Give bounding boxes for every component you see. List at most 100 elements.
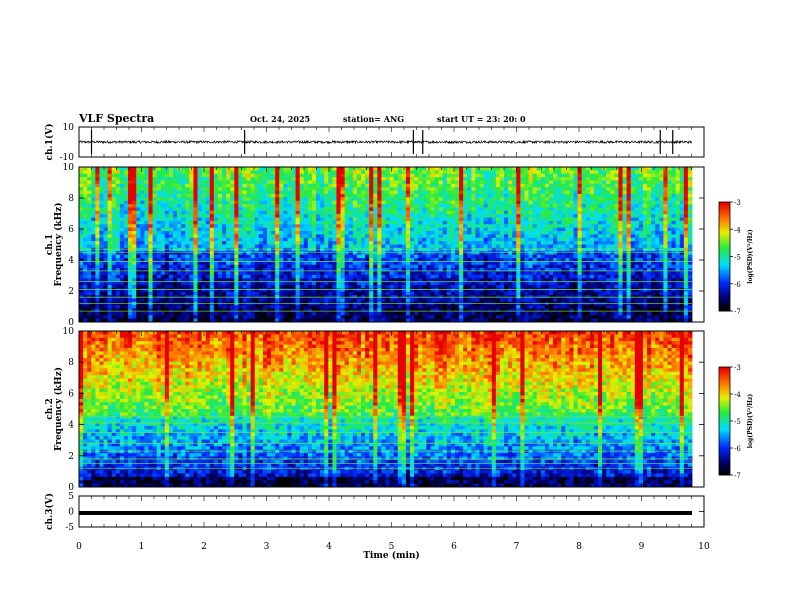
ch1-spectrogram-cell <box>258 271 264 276</box>
ch1-spectrogram-cell <box>185 254 190 259</box>
ch1-spectrogram-cell <box>222 241 227 245</box>
ch1-spectrogram-cell <box>397 183 403 188</box>
ch1-spectrogram-cell <box>593 237 599 242</box>
ch1-spectrogram-cell <box>172 173 178 178</box>
ch1-spectrogram-cell <box>160 271 166 276</box>
ch1-spectrogram-cell <box>598 237 603 242</box>
ch1-spectrogram-cell <box>381 193 386 198</box>
ch1-spectrogram-cell <box>479 234 484 239</box>
ch1-spectrogram-cell <box>401 193 407 198</box>
ch1-spectrogram-cell <box>524 187 529 191</box>
ch1-spectrogram-cell <box>626 187 632 191</box>
ch1-spectrogram-cell <box>434 231 440 235</box>
ch1-spectrogram-cell <box>222 264 227 269</box>
ch1-spectrogram-cell <box>79 190 84 195</box>
ch1-spectrogram-cell <box>610 170 615 175</box>
ch1-spectrogram-cell <box>520 173 525 178</box>
ch1-spectrogram-cell <box>177 210 182 215</box>
ch1-spectrogram-cell <box>201 214 207 218</box>
ch1-spectrogram-cell <box>348 173 354 178</box>
ch1-spectrogram-cell <box>303 187 309 191</box>
ch1-spectrogram-cell <box>234 264 239 269</box>
ch1-spectrogram-cell <box>246 180 252 185</box>
ch1-spectrogram-cell <box>389 227 395 232</box>
ch1-spectrogram-cell <box>189 180 194 185</box>
ch1-spectrogram-cell <box>438 204 444 208</box>
ch1-spectrogram-cell <box>242 167 247 171</box>
ch1-spectrogram-cell <box>634 173 640 178</box>
ch1-spectrogram-cell <box>279 257 284 262</box>
ch1-spectrogram-cell <box>397 264 403 269</box>
ch1-spectrogram-cell <box>250 257 256 262</box>
ch1-spectrogram-cell <box>614 234 619 239</box>
ch1-spectrogram-cell <box>479 271 484 276</box>
ch1-spectrogram-cell <box>573 180 578 185</box>
ch1-spectrogram-cell <box>524 220 529 225</box>
ch1-spectrogram-cell <box>83 251 88 256</box>
ch1-spectrogram-cell <box>655 224 660 229</box>
ch1-spectrogram-cell <box>168 187 174 191</box>
ch1-spectrogram-cell <box>504 271 509 276</box>
ch1-spectrogram-cell <box>581 214 587 218</box>
ch1-spectrogram-cell <box>430 257 435 262</box>
ch1-spectrogram-cell <box>246 167 252 171</box>
ch1-spectrogram-cell <box>222 200 227 205</box>
ch1-spectrogram-cell <box>385 264 390 269</box>
ch1-spectrogram-cell <box>332 217 337 222</box>
ch1-spectrogram-cell <box>683 173 689 178</box>
ch1-spectrogram-cell <box>638 204 644 208</box>
ch1-spectrogram-cell <box>246 268 252 272</box>
ch1-spectrogram-cell <box>663 261 668 266</box>
ch1-spectrogram-cell <box>83 237 88 242</box>
ch1-spectrogram-cell <box>606 217 611 222</box>
ch1-spectrogram-cell <box>164 241 170 245</box>
ch1-spectrogram-cell <box>152 173 158 178</box>
ch1-spectrogram-cell <box>618 241 623 245</box>
ch1-spectrogram-cell <box>438 214 444 218</box>
ch1-spectrogram-cell <box>593 207 599 212</box>
ch1-spectrogram-cell <box>618 193 623 198</box>
ch1-spectrogram-cell <box>446 190 452 195</box>
ch1-spectrogram-cell <box>222 204 227 208</box>
ch1-spectrogram-cell <box>340 237 346 242</box>
ch1-spectrogram-cell <box>663 251 668 256</box>
ch1-spectrogram-cell <box>91 234 96 239</box>
ch1-spectrogram-cell <box>418 264 423 269</box>
ch1-spectrogram-cell <box>508 251 513 256</box>
ch1-spectrogram-cell <box>373 187 378 191</box>
ch1-spectrogram-cell <box>536 247 542 252</box>
ch1-spectrogram-cell <box>565 241 570 245</box>
ch1-spectrogram-cell <box>360 257 366 262</box>
ch1-spectrogram-cell <box>283 261 288 266</box>
ch1-spectrogram-cell <box>303 254 309 259</box>
ch1-spectrogram-cell <box>348 268 354 272</box>
ch1-spectrogram-cell <box>185 257 190 262</box>
ch1-spectrogram-cell <box>471 170 476 175</box>
ch1-spectrogram-cell <box>430 193 435 198</box>
ch1-spectrogram-cell <box>197 251 202 256</box>
ch1-spectrogram-cell <box>115 264 121 269</box>
ch1-spectrogram-cell <box>442 241 448 245</box>
ch1-spectrogram-cell <box>414 177 419 181</box>
ch1-spectrogram-cell <box>209 187 215 191</box>
ch1-spectrogram-cell <box>91 214 96 218</box>
ch1-spectrogram-cell <box>512 268 517 272</box>
ch1-spectrogram-cell <box>504 251 509 256</box>
ch1-spectrogram-cell <box>589 187 595 191</box>
ch1-spectrogram-cell <box>336 180 341 185</box>
ch1-spectrogram-cell <box>217 224 223 229</box>
ch1-spectrogram-cell <box>418 268 423 272</box>
ch1-spectrogram-cell <box>524 231 529 235</box>
ch1-spectrogram-cell <box>373 237 378 242</box>
ch1-spectrogram-cell <box>103 227 109 232</box>
ch1-spectrogram-cell <box>352 200 358 205</box>
ch1-spectrogram-cell <box>279 214 284 218</box>
ch1-spectrogram-cell <box>226 251 231 256</box>
ch1-spectrogram-cell <box>487 173 493 178</box>
ch1-spectrogram-cell <box>107 177 113 181</box>
ch1-spectrogram-cell <box>557 187 562 191</box>
ch1-spectrogram-cell <box>581 173 587 178</box>
ch1-spectrogram-cell <box>332 170 337 175</box>
ch1-spectrogram-cell <box>499 268 505 272</box>
ch1-spectrogram-cell <box>344 261 350 266</box>
